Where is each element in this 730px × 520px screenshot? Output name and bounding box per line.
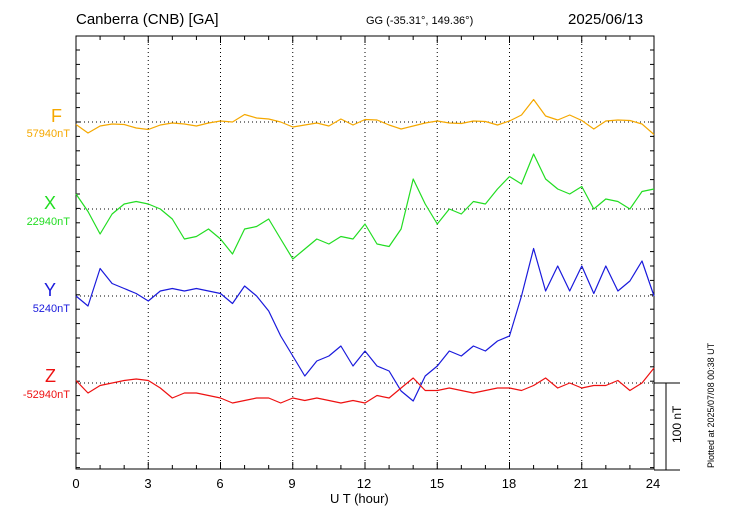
x-tick-label: 3 (144, 476, 152, 491)
series-line-z (75, 367, 655, 404)
plotted-timestamp: Plotted at 2025/07/08 00:38 UT (706, 342, 716, 468)
series-line-f (75, 98, 655, 135)
series-line-x (75, 153, 655, 260)
plot-date: 2025/06/13 (568, 11, 644, 28)
x-tick-label: 15 (429, 476, 445, 491)
station-coords: GG (-35.31°, 149.36°) (366, 15, 474, 27)
series-label-z: Z (45, 366, 56, 386)
series-label-y: Y (43, 280, 56, 300)
station-title: Canberra (CNB) [GA] (76, 11, 219, 28)
x-tick-label: 24 (645, 476, 661, 491)
series-label-x: X (43, 193, 56, 213)
x-tick-label: 12 (356, 476, 372, 491)
baseline-label-x: 22940nT (26, 216, 70, 228)
scale-bar-label: 100 nT (670, 405, 684, 443)
x-tick-label: 0 (72, 476, 80, 491)
series-label-f: F (51, 106, 62, 126)
x-tick-label: 18 (501, 476, 517, 491)
baseline-label-y: 5240nT (32, 303, 70, 315)
baseline-label-f: 57940nT (26, 128, 70, 140)
x-tick-label: 6 (216, 476, 224, 491)
series-line-y (75, 247, 655, 402)
x-tick-label: 21 (573, 476, 589, 491)
baseline-label-z: -52940nT (22, 389, 70, 401)
x-axis-title: U T (hour) (330, 491, 389, 506)
x-tick-label: 9 (288, 476, 296, 491)
